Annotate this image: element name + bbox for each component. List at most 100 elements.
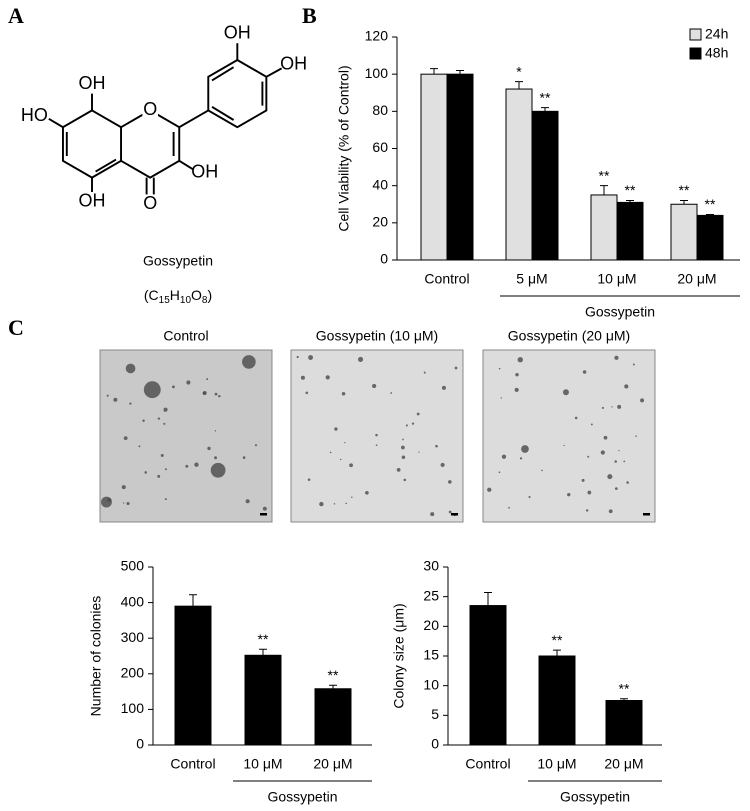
y-tick-label: 300: [121, 629, 145, 645]
colony: [390, 392, 393, 394]
colony: [623, 460, 626, 463]
formula-part: H: [170, 287, 180, 303]
error-bar: [600, 185, 608, 195]
y-tick-label: 500: [121, 558, 145, 574]
image-caption: Gossypetin (10 μM): [316, 328, 438, 344]
colony: [254, 444, 258, 447]
error-bar: [626, 200, 634, 203]
bond: [265, 67, 283, 78]
colony: [401, 455, 406, 460]
colony: [106, 394, 109, 397]
bar: [314, 688, 352, 746]
colony: [487, 487, 492, 492]
x-tick-label: 20 μM: [677, 271, 716, 287]
molecule: OH OH OH O HO OH OH O: [21, 22, 307, 212]
colony: [624, 384, 629, 389]
y-tick-label: 30: [423, 558, 439, 574]
colony: [142, 419, 145, 423]
colony: [194, 462, 199, 467]
colony: [143, 381, 161, 399]
bond: [211, 105, 235, 121]
colony: [372, 383, 377, 389]
legend-label: 24h: [705, 26, 728, 42]
error-bar: [484, 592, 492, 606]
colony: [435, 444, 438, 448]
colony-image: [99, 349, 273, 523]
bar: [505, 88, 533, 261]
colony: [107, 497, 112, 503]
bar: [616, 201, 644, 261]
y-tick-label: 20: [423, 617, 439, 633]
error-bar: [541, 107, 549, 112]
panel-label: A: [8, 3, 24, 28]
significance: **: [599, 167, 610, 183]
colony: [403, 478, 407, 482]
colony: [617, 404, 622, 409]
x-tick-label: Control: [170, 756, 215, 772]
panel-label: B: [302, 3, 317, 28]
formula: (C15H10O8): [144, 287, 212, 306]
formula-part: 10: [180, 295, 192, 306]
colony: [341, 391, 346, 396]
error-bar: [430, 68, 438, 75]
y-tick-label: 80: [372, 102, 388, 118]
colony: [500, 397, 503, 399]
y-tick-label: 100: [365, 65, 389, 81]
colony: [375, 433, 378, 437]
error-bar: [620, 698, 628, 701]
significance: **: [258, 631, 269, 647]
colony: [587, 490, 592, 495]
colony: [582, 370, 587, 374]
formula-part: (C: [144, 287, 159, 303]
colony: [123, 436, 128, 440]
colony: [207, 446, 211, 451]
colony: [305, 391, 309, 395]
bar: [420, 73, 448, 261]
colony: [296, 355, 299, 359]
significance: **: [552, 632, 563, 648]
colony: [157, 474, 161, 478]
atom: O: [143, 193, 157, 213]
colony: [563, 444, 565, 447]
colony: [501, 454, 507, 459]
error-bar: [259, 648, 267, 656]
atom: OH: [79, 73, 106, 93]
y-tick-label: 10: [423, 676, 439, 692]
compound-name: Gossypetin: [143, 253, 213, 269]
bar: [670, 203, 698, 261]
colony: [498, 367, 501, 370]
bar: [531, 110, 559, 261]
atom: OH: [280, 54, 307, 74]
significance: **: [619, 680, 630, 696]
colony: [218, 394, 221, 398]
colony: [603, 435, 608, 440]
significance: *: [516, 63, 522, 79]
colony: [454, 366, 458, 370]
colony: [185, 464, 189, 468]
colony: [242, 456, 246, 459]
y-axis-label: Number of colonies: [88, 596, 104, 717]
bar: [244, 654, 282, 746]
colony: [440, 462, 445, 468]
formula-part: 8: [202, 295, 208, 306]
bond: [95, 158, 117, 173]
colony: [157, 417, 161, 420]
error-bar: [553, 649, 561, 656]
colony: [402, 438, 404, 441]
colony: [611, 406, 613, 408]
colony: [607, 474, 613, 480]
y-tick-label: 100: [121, 700, 145, 716]
x-tick-label: Control: [424, 271, 469, 287]
bar: [174, 605, 212, 746]
significance: **: [328, 667, 339, 683]
bar: [538, 655, 576, 746]
colony: [423, 371, 426, 374]
bar: [696, 214, 724, 261]
ring: [62, 109, 123, 179]
colony: [585, 509, 589, 512]
y-axis-label: Cell Viability (% of Control): [336, 65, 352, 231]
atom: O: [143, 99, 157, 119]
y-tick-label: 200: [121, 665, 145, 681]
x-tick-label: 10 μM: [243, 756, 282, 772]
colony: [307, 478, 311, 481]
